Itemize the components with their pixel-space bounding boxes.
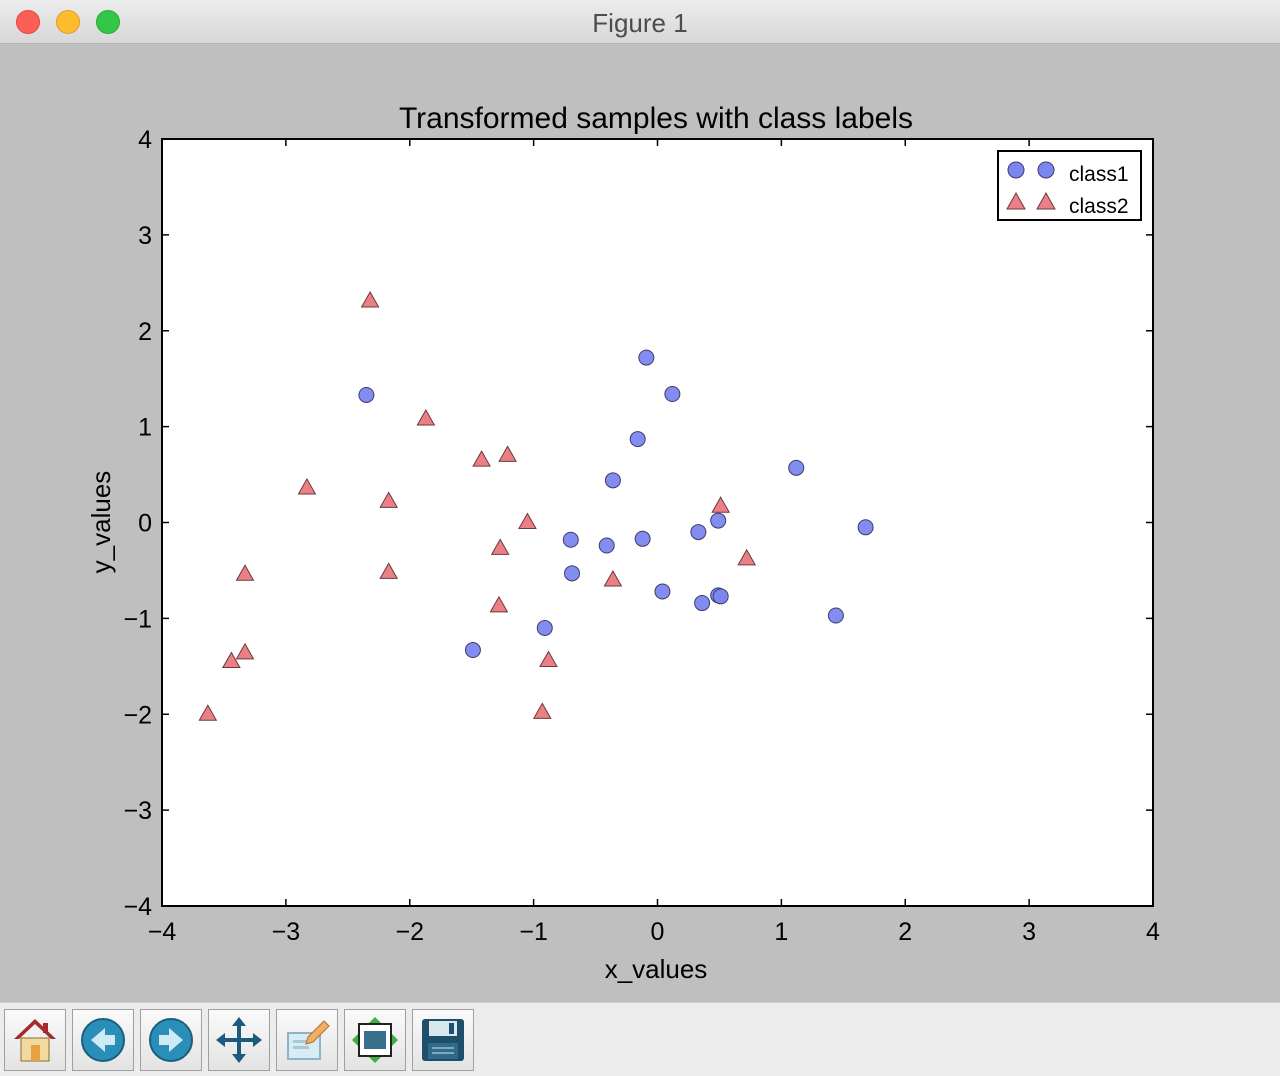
- back-button[interactable]: [72, 1009, 134, 1071]
- window-title: Figure 1: [592, 8, 688, 38]
- data-points: [198, 291, 874, 721]
- window-titlebar: Figure 1: [0, 0, 1280, 44]
- navigation-toolbar: [0, 1002, 1280, 1076]
- y-tick-label: −4: [123, 893, 152, 921]
- x-tick-label: −1: [519, 918, 548, 946]
- subplots-button[interactable]: [344, 1009, 406, 1071]
- point-class2: [498, 445, 517, 462]
- minimize-window-button[interactable]: [56, 10, 80, 34]
- y-axis-label: y_values: [86, 471, 116, 574]
- point-class2: [489, 595, 509, 613]
- point-class1: [604, 472, 621, 489]
- point-class1: [536, 619, 553, 636]
- figure-canvas[interactable]: Transformed samples with class labels −4…: [0, 44, 1280, 1002]
- zoom-button[interactable]: [276, 1009, 338, 1071]
- legend-class2-label: class2: [1069, 195, 1129, 218]
- point-class2: [711, 496, 731, 513]
- legend: class1 class2: [997, 150, 1142, 221]
- legend-class2-marker: [1036, 191, 1056, 210]
- point-class2: [603, 570, 623, 587]
- home-button[interactable]: [4, 1009, 66, 1071]
- point-class2: [379, 562, 399, 579]
- x-axis-ticks: −4 −3 −2 −1 0 1 2 3 4: [148, 139, 1160, 946]
- point-class1: [564, 565, 581, 582]
- x-tick-label: 0: [651, 918, 665, 946]
- point-class2: [532, 702, 552, 719]
- point-class2: [416, 408, 436, 426]
- scatter-chart: Transformed samples with class labels −4…: [86, 102, 1160, 984]
- point-class1: [464, 642, 481, 659]
- chart-title: Transformed samples with class labels: [399, 102, 913, 135]
- x-axis-label: x_values: [605, 954, 708, 984]
- home-icon: [14, 1019, 56, 1062]
- point-class2: [379, 491, 399, 508]
- point-class2: [360, 291, 380, 308]
- forward-arrow-icon: [149, 1018, 193, 1062]
- y-tick-label: 3: [138, 222, 152, 250]
- point-class1: [634, 530, 651, 547]
- x-tick-label: −3: [272, 918, 301, 946]
- point-class2: [539, 650, 558, 668]
- save-button[interactable]: [412, 1009, 474, 1071]
- point-class1: [694, 595, 711, 612]
- point-class2: [198, 704, 218, 721]
- y-tick-label: 4: [138, 126, 152, 154]
- zoom-window-button[interactable]: [96, 10, 120, 34]
- point-class2: [472, 450, 491, 467]
- point-class2: [235, 642, 255, 660]
- point-class1: [710, 512, 727, 529]
- point-class2: [297, 477, 317, 495]
- y-tick-label: −3: [123, 797, 152, 825]
- x-tick-label: 4: [1146, 918, 1160, 946]
- x-tick-label: 3: [1022, 918, 1036, 946]
- point-class1: [857, 519, 874, 536]
- pan-button[interactable]: [208, 1009, 270, 1071]
- subplots-config-icon: [352, 1017, 398, 1063]
- point-class1: [629, 431, 646, 448]
- point-class2: [235, 564, 255, 581]
- x-tick-label: −2: [395, 918, 424, 946]
- y-tick-label: 0: [138, 510, 152, 538]
- point-class1: [638, 349, 655, 366]
- y-tick-label: −2: [123, 701, 152, 729]
- y-tick-label: 2: [138, 318, 152, 346]
- point-class2: [518, 512, 537, 529]
- point-class1: [654, 583, 671, 600]
- plot-frame: [161, 138, 1154, 907]
- forward-button[interactable]: [140, 1009, 202, 1071]
- y-tick-label: 1: [138, 414, 152, 442]
- legend-class1-marker: [1037, 161, 1055, 179]
- legend-class1-marker: [1007, 161, 1025, 179]
- close-window-button[interactable]: [16, 10, 40, 34]
- legend-class2-marker: [1006, 191, 1026, 210]
- point-class1: [788, 459, 805, 476]
- x-tick-label: −4: [148, 918, 177, 946]
- zoom-rect-icon: [287, 1020, 330, 1060]
- back-arrow-icon: [81, 1018, 125, 1062]
- point-class1: [598, 537, 615, 554]
- point-class2: [222, 651, 241, 669]
- pan-arrows-icon: [216, 1017, 262, 1063]
- x-tick-label: 1: [774, 918, 788, 946]
- point-class1: [690, 524, 707, 541]
- y-axis-ticks: −4 −3 −2 −1 0 1 2 3 4: [123, 126, 1153, 921]
- point-class1: [562, 531, 579, 548]
- point-class2: [490, 538, 510, 555]
- legend-class1-label: class1: [1069, 163, 1129, 186]
- y-tick-label: −1: [123, 605, 152, 633]
- plot-area: [162, 139, 1153, 906]
- floppy-disk-icon: [422, 1019, 464, 1061]
- point-class1: [712, 588, 729, 605]
- point-class2: [737, 548, 757, 566]
- point-class1: [827, 607, 844, 624]
- point-class1: [358, 386, 375, 403]
- x-tick-label: 2: [898, 918, 912, 946]
- point-class1: [664, 386, 681, 403]
